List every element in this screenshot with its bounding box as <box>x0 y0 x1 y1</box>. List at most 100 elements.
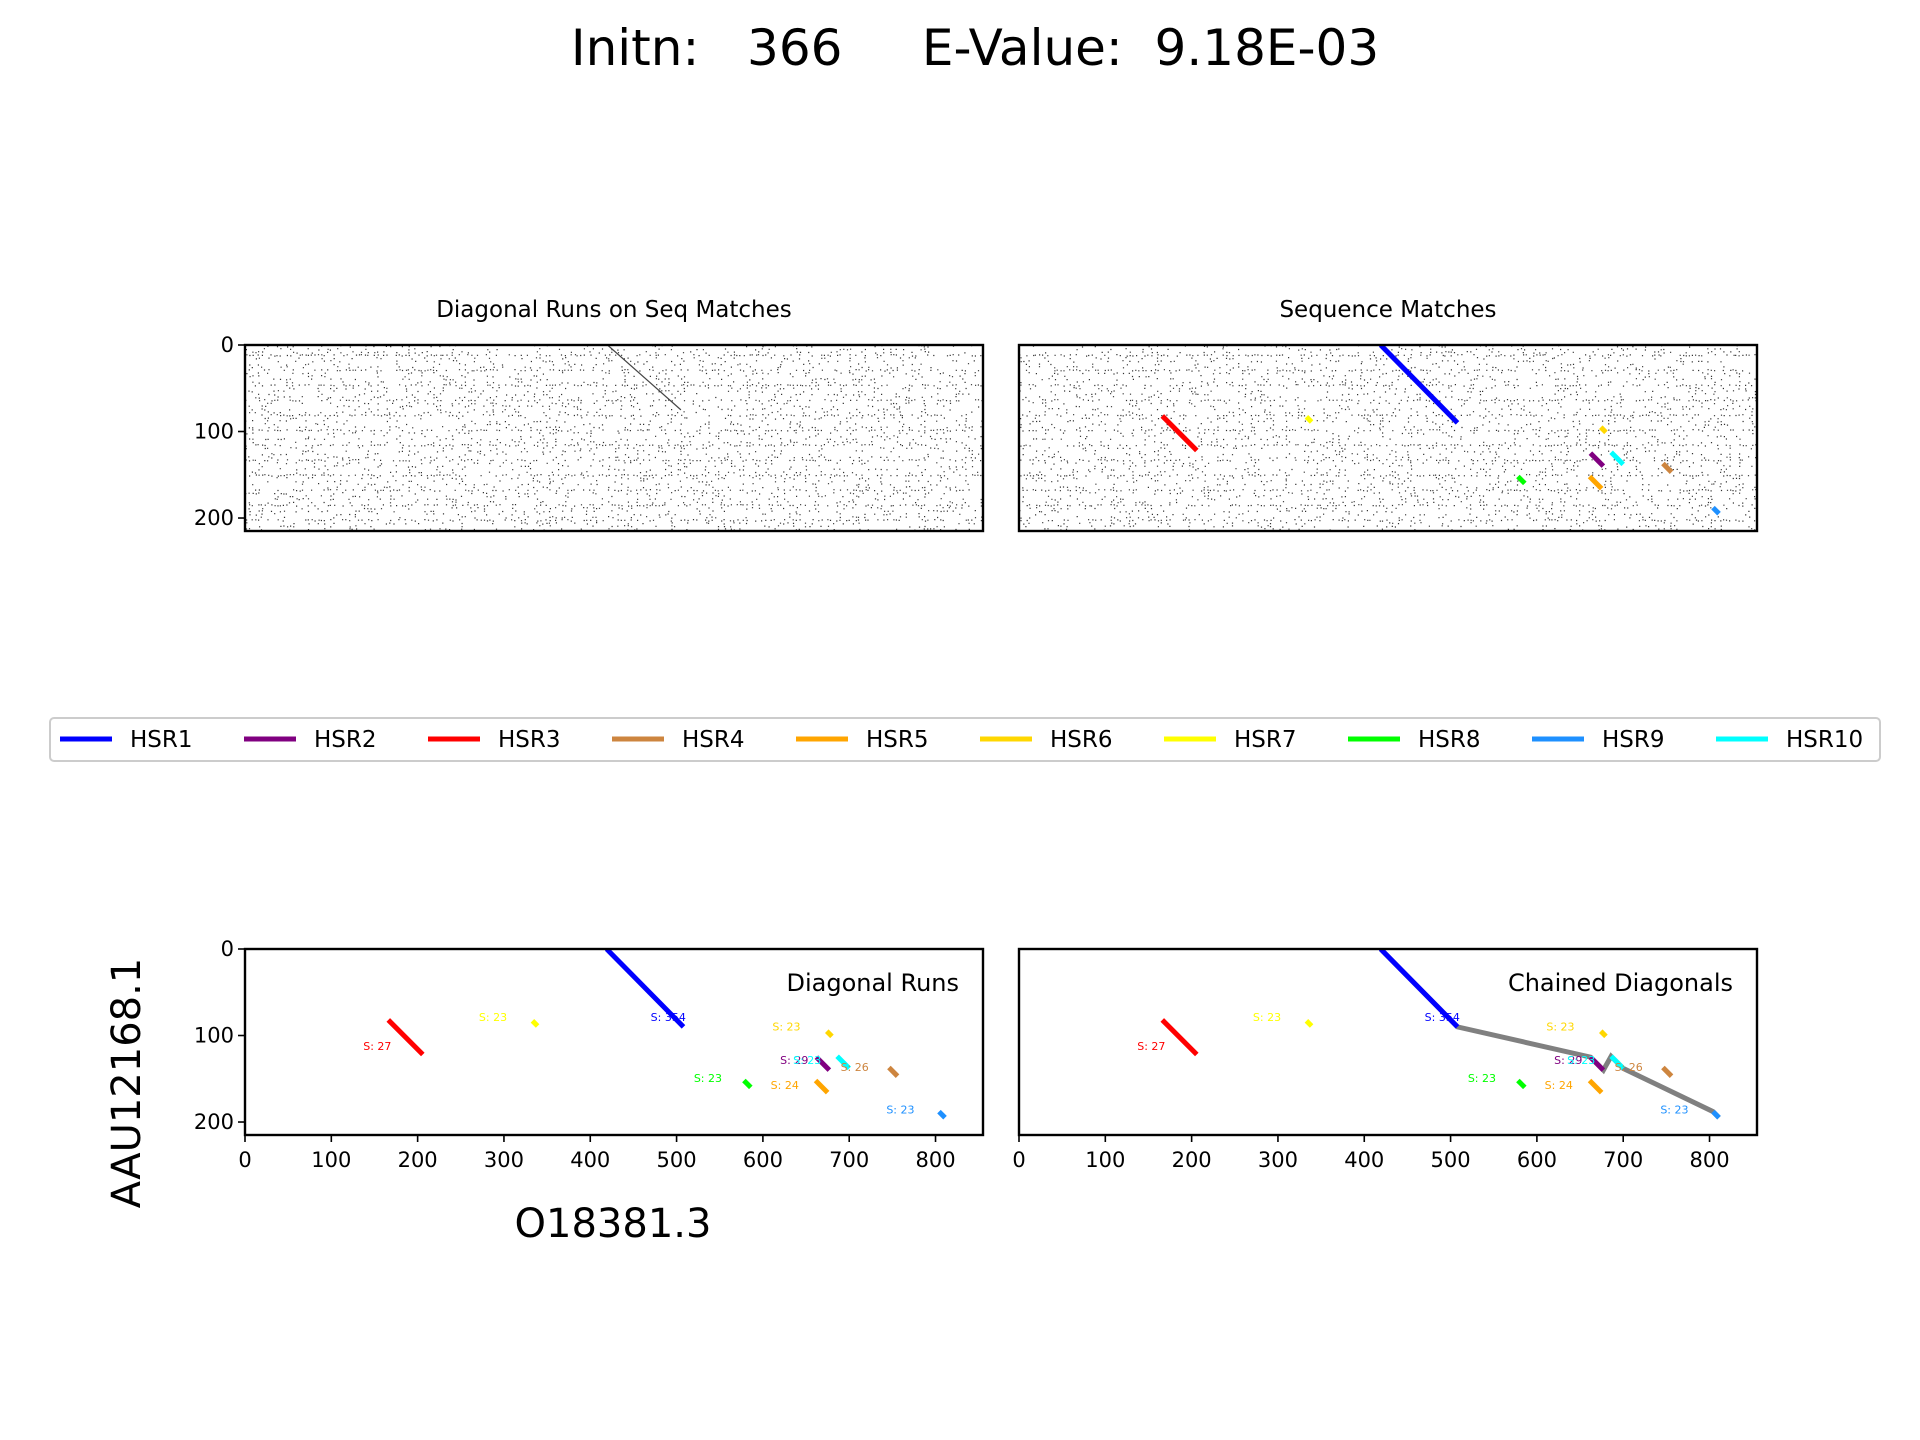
legend-item-hsr3: HSR3 <box>428 727 561 753</box>
panel-title: Diagonal Runs on Seq Matches <box>436 297 792 323</box>
score-label-hsr3: S: 27 <box>363 1040 391 1053</box>
segment-hsr1 <box>604 949 686 1029</box>
legend-item-hsr2: HSR2 <box>244 727 377 753</box>
chain-line <box>1378 949 1721 1120</box>
legend-item-hsr10: HSR10 <box>1716 727 1863 753</box>
x-tick-label: 700 <box>829 1148 869 1172</box>
legend-item-hsr1: HSR1 <box>60 727 193 753</box>
legend-item-hsr8: HSR8 <box>1348 727 1481 753</box>
segment-hsr8 <box>1516 474 1527 486</box>
x-tick-label: 600 <box>743 1148 783 1172</box>
legend-label: HSR4 <box>682 727 745 753</box>
segment-hsr2 <box>1588 451 1606 468</box>
score-label-hsr8: S: 23 <box>1468 1072 1496 1085</box>
segment-hsr2 <box>814 1055 832 1072</box>
x-tick-label: 400 <box>1344 1148 1384 1172</box>
x-sequence-label: O18381.3 <box>515 1201 712 1247</box>
score-label-hsr2: S: 29 <box>1554 1054 1582 1067</box>
score-label-hsr9: S: 23 <box>886 1103 914 1116</box>
segment-hsr10 <box>835 1054 851 1071</box>
legend-label: HSR5 <box>866 727 929 753</box>
legend-label: HSR2 <box>314 727 377 753</box>
figure-suptitle: Initn: 366 E-Value: 9.18E-03 <box>571 19 1379 77</box>
panel-chained: S: 354 S: 29 S: 27 S: 26 S: 24 S: 23 S: 23 S: 2… <box>1012 947 1759 1172</box>
y-sequence-label: AAU12168.1 <box>104 958 150 1209</box>
x-tick-label: 400 <box>570 1148 610 1172</box>
legend-label: HSR6 <box>1050 727 1113 753</box>
score-label-hsr10: S: 23 <box>1567 1054 1595 1067</box>
y-tick-label: 200 <box>194 1110 234 1134</box>
score-label-hsr3: S: 27 <box>1137 1040 1165 1053</box>
legend-item-hsr6: HSR6 <box>980 727 1113 753</box>
y-tick-label: 100 <box>194 1024 234 1048</box>
legend-box <box>49 717 1881 762</box>
segment-hsr6 <box>1598 425 1608 435</box>
segment-hsr7 <box>1304 415 1314 424</box>
score-label-hsr7: S: 23 <box>479 1011 507 1024</box>
segment-hsr1 <box>1378 949 1460 1029</box>
panel-frame <box>1017 343 1759 533</box>
x-tick-label: 500 <box>657 1148 697 1172</box>
legend-label: HSR10 <box>1786 727 1863 753</box>
x-tick-label: 200 <box>398 1148 438 1172</box>
x-tick-label: 0 <box>238 1148 251 1172</box>
faint-diagonal <box>607 345 682 411</box>
legend-item-hsr7: HSR7 <box>1164 727 1297 753</box>
segment-hsr3 <box>386 1018 425 1057</box>
y-tick-label: 0 <box>221 333 234 357</box>
y-tick-label: 0 <box>221 937 234 961</box>
segment-hsr9 <box>937 1109 947 1120</box>
segment-hsr7 <box>530 1019 540 1028</box>
x-tick-label: 300 <box>484 1148 524 1172</box>
panel-frame <box>243 343 985 533</box>
score-label-hsr1: S: 354 <box>651 1011 686 1024</box>
panel-diag-seq: 0 100 200 Diagonal Runs on Seq Matches <box>194 297 985 533</box>
segment-hsr7 <box>1304 1019 1314 1028</box>
panel-diag-runs: S: 354 S: 29 S: 27 S: 26 S: 24 S: 23 S: 23 S: 2… <box>194 937 985 1172</box>
score-label-hsr6: S: 23 <box>772 1020 800 1033</box>
segment-hsr9 <box>1711 1109 1721 1120</box>
x-tick-label: 500 <box>1431 1148 1471 1172</box>
segment-hsr4 <box>1661 461 1674 474</box>
score-label-hsr9: S: 23 <box>1660 1103 1688 1116</box>
y-tick-label: 100 <box>194 420 234 444</box>
segment-hsr9 <box>1711 505 1721 516</box>
legend-label: HSR8 <box>1418 727 1481 753</box>
legend-label: HSR7 <box>1234 727 1297 753</box>
score-label-hsr6: S: 23 <box>1546 1020 1574 1033</box>
segment-hsr10 <box>1609 450 1625 467</box>
segment-hsr6 <box>1598 1029 1608 1039</box>
legend-label: HSR9 <box>1602 727 1665 753</box>
score-label-hsr5: S: 24 <box>1545 1079 1573 1092</box>
x-tick-label: 800 <box>1689 1148 1729 1172</box>
score-label-hsr1: S: 354 <box>1425 1011 1460 1024</box>
y-tick-label: 200 <box>194 506 234 530</box>
segment-hsr4 <box>1661 1065 1674 1078</box>
panel-frame <box>243 947 985 1137</box>
segment-hsr4 <box>887 1065 900 1078</box>
x-tick-label: 0 <box>1012 1148 1025 1172</box>
x-tick-label: 800 <box>915 1148 955 1172</box>
segment-hsr5 <box>813 1078 830 1095</box>
legend-label: HSR3 <box>498 727 561 753</box>
panel-title: Sequence Matches <box>1279 297 1496 323</box>
segment-hsr3 <box>1160 414 1199 453</box>
x-tick-label: 700 <box>1603 1148 1643 1172</box>
legend: HSR1 HSR2 HSR3 HSR4 HSR5 HSR6 HSR7 HSR8 HSR9 HSR1… <box>49 717 1881 762</box>
segment-hsr2 <box>1588 1055 1606 1072</box>
legend-item-hsr9: HSR9 <box>1532 727 1665 753</box>
segment-hsr8 <box>742 1078 753 1090</box>
score-label-hsr10: S: 23 <box>793 1054 821 1067</box>
x-tick-label: 100 <box>311 1148 351 1172</box>
segment-hsr3 <box>1160 1018 1199 1057</box>
legend-item-hsr4: HSR4 <box>612 727 745 753</box>
x-tick-label: 300 <box>1258 1148 1298 1172</box>
score-label-hsr2: S: 29 <box>780 1054 808 1067</box>
segment-hsr6 <box>824 1029 834 1039</box>
score-label-hsr4: S: 26 <box>841 1061 869 1074</box>
legend-item-hsr5: HSR5 <box>796 727 929 753</box>
score-label-hsr5: S: 24 <box>771 1079 799 1092</box>
panel-frame <box>1017 947 1759 1137</box>
segment-hsr8 <box>1516 1078 1527 1090</box>
